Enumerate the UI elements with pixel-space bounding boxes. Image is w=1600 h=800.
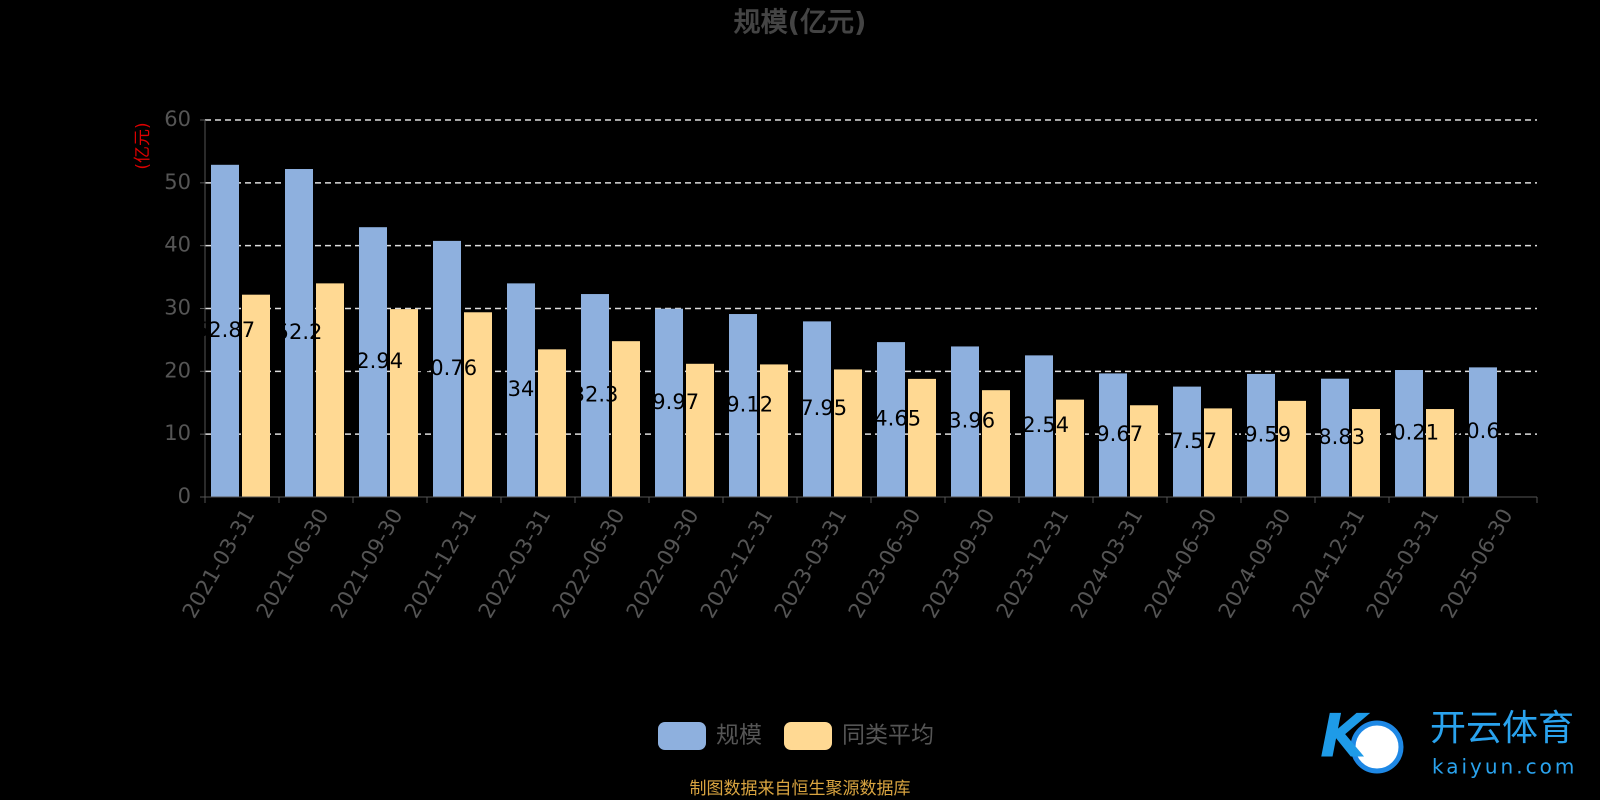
bar bbox=[803, 321, 831, 497]
bar bbox=[1426, 409, 1454, 497]
source-note: 制图数据来自恒生聚源数据库 bbox=[690, 779, 911, 799]
watermark: K 开云体育 kaiyun.com bbox=[1320, 702, 1577, 779]
bar bbox=[1247, 373, 1275, 497]
data-label: 22.54 bbox=[1009, 413, 1069, 437]
bar bbox=[951, 346, 979, 497]
logo-k: K bbox=[1320, 702, 1371, 772]
bar bbox=[1025, 355, 1053, 497]
bar bbox=[760, 364, 788, 497]
bar bbox=[612, 341, 640, 497]
bar bbox=[1352, 409, 1380, 497]
bar bbox=[1099, 373, 1127, 497]
data-label: 24.65 bbox=[861, 407, 921, 431]
bar bbox=[908, 378, 936, 497]
bar bbox=[1204, 408, 1232, 497]
bar bbox=[1130, 405, 1158, 497]
bar bbox=[1469, 367, 1497, 497]
watermark-brand: 开云体育 bbox=[1430, 708, 1574, 749]
bar bbox=[390, 309, 418, 497]
legend-label: 同类平均 bbox=[842, 723, 934, 749]
y-tick-label: 0 bbox=[178, 484, 191, 508]
data-label: 29.12 bbox=[713, 393, 773, 417]
data-label: 23.96 bbox=[935, 409, 995, 433]
data-label: 32.3 bbox=[572, 383, 619, 407]
data-label: 52.87 bbox=[195, 318, 255, 342]
bar bbox=[729, 314, 757, 497]
data-label: 40.76 bbox=[417, 356, 477, 380]
legend-swatch bbox=[658, 722, 706, 750]
watermark-site: kaiyun.com bbox=[1432, 755, 1577, 779]
bar bbox=[464, 312, 492, 497]
data-label: 29.97 bbox=[639, 390, 699, 414]
data-label: 18.83 bbox=[1305, 425, 1365, 449]
y-tick-label: 30 bbox=[164, 296, 191, 320]
logo-ball bbox=[1350, 720, 1404, 774]
y-tick-label: 40 bbox=[164, 233, 191, 257]
bar bbox=[655, 308, 683, 497]
data-label: 20.63 bbox=[1453, 419, 1513, 443]
legend-label: 规模 bbox=[716, 723, 762, 749]
legend-swatch bbox=[784, 722, 832, 750]
y-tick-label: 50 bbox=[164, 170, 191, 194]
data-label: 20.21 bbox=[1379, 421, 1439, 445]
bar bbox=[581, 294, 609, 497]
data-label: 19.59 bbox=[1231, 422, 1291, 446]
chart-title: 规模(亿元) bbox=[734, 8, 867, 39]
bar bbox=[834, 369, 862, 497]
y-axis-label: (亿元) bbox=[133, 122, 153, 169]
y-tick-label: 10 bbox=[164, 421, 191, 445]
data-label: 42.94 bbox=[343, 349, 403, 373]
bar bbox=[686, 363, 714, 497]
data-label: 27.95 bbox=[787, 396, 847, 420]
bar bbox=[433, 240, 461, 497]
bar bbox=[1321, 378, 1349, 497]
data-label: 52.2 bbox=[276, 320, 323, 344]
bar bbox=[538, 349, 566, 497]
bar bbox=[211, 164, 239, 497]
data-label: 17.57 bbox=[1157, 429, 1217, 453]
bar bbox=[316, 283, 344, 497]
bar bbox=[1056, 399, 1084, 497]
y-tick-label: 20 bbox=[164, 358, 191, 382]
bar bbox=[242, 294, 270, 497]
bar bbox=[1173, 386, 1201, 497]
bar bbox=[1395, 370, 1423, 497]
data-label: 34 bbox=[508, 377, 535, 401]
bar bbox=[507, 283, 535, 497]
y-tick-label: 60 bbox=[164, 107, 191, 131]
bar bbox=[359, 227, 387, 497]
bar bbox=[877, 342, 905, 497]
bar bbox=[285, 169, 313, 497]
data-label: 19.67 bbox=[1083, 422, 1143, 446]
bar bbox=[982, 390, 1010, 497]
bar bbox=[1278, 400, 1306, 497]
